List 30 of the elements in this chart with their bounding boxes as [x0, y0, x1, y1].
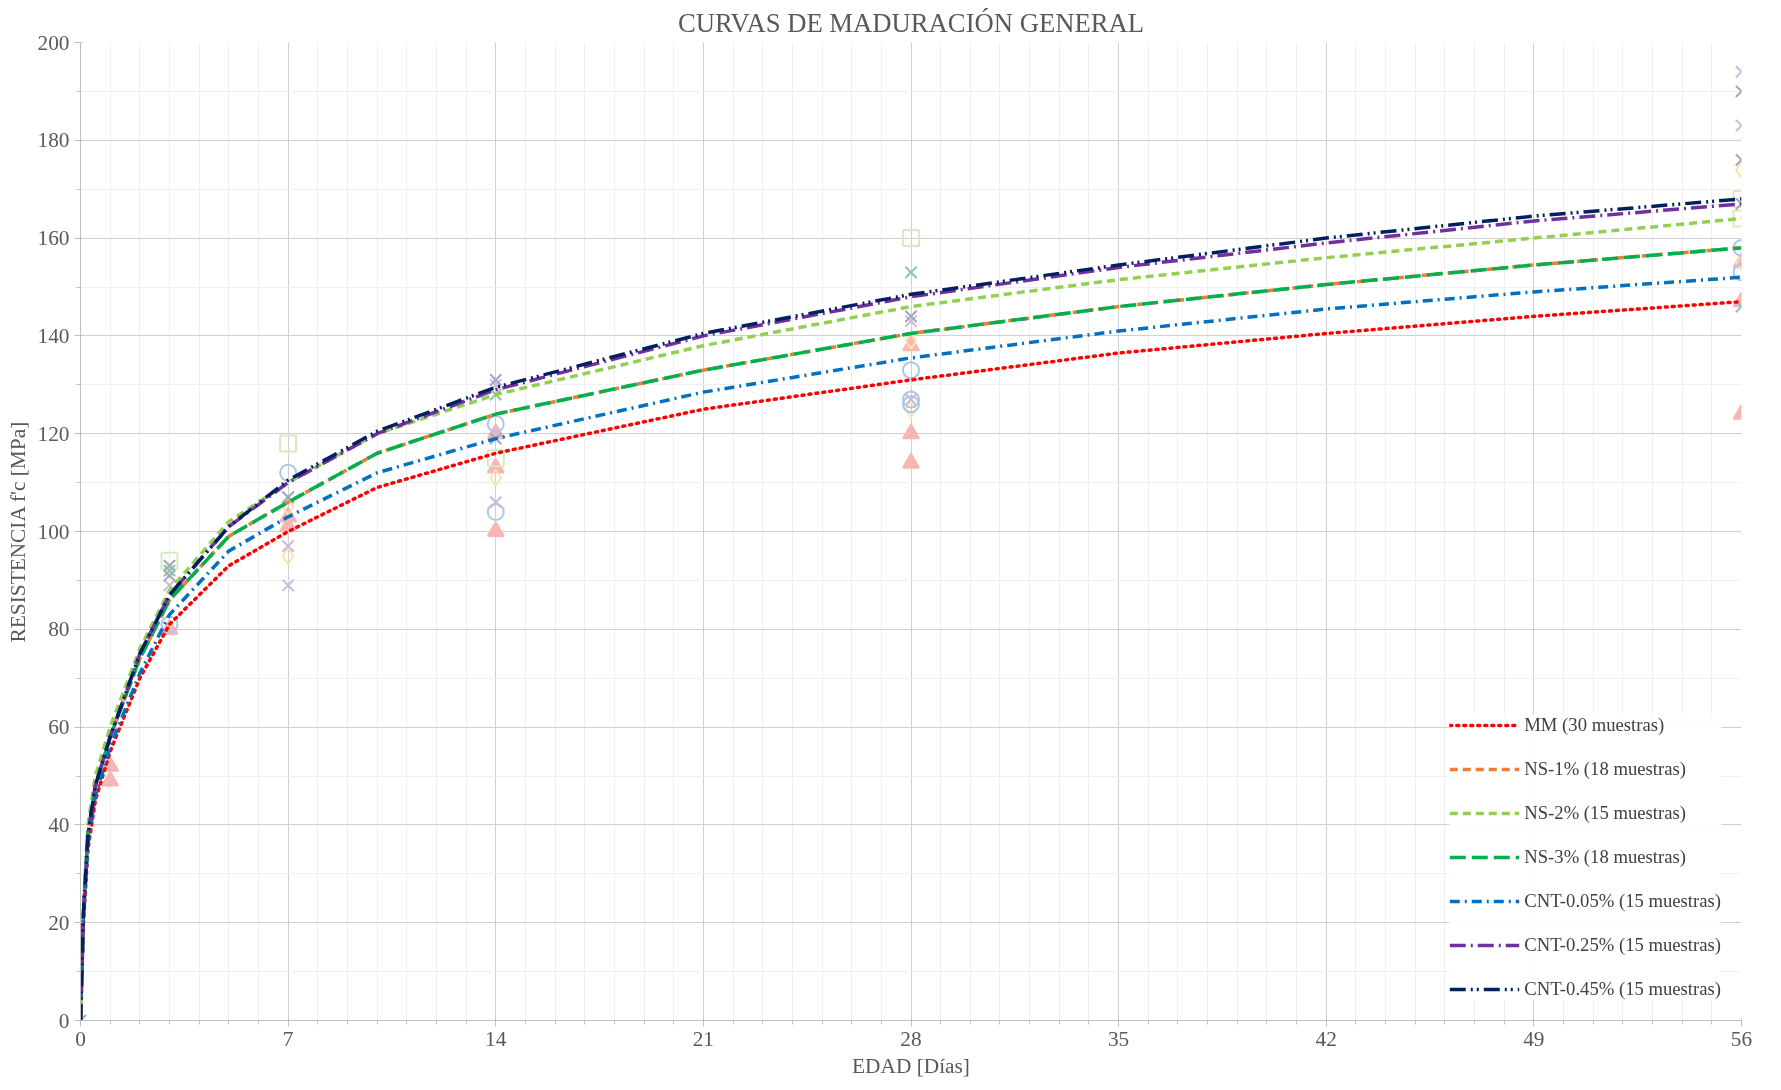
y-tick-label: 20 — [48, 910, 70, 935]
y-tick-label: 40 — [48, 812, 70, 837]
legend-label: NS-1% (18 muestras) — [1524, 758, 1686, 780]
y-tick-label: 60 — [48, 715, 70, 740]
y-tick-label: 100 — [37, 519, 70, 544]
x-tick-label: 42 — [1315, 1026, 1337, 1051]
legend-label: CNT-0.45% (15 muestras) — [1524, 978, 1721, 1000]
x-tick-label: 7 — [282, 1026, 294, 1051]
y-axis-title: RESISTENCIA f'c [MPa] — [5, 421, 30, 643]
x-tick-label: 21 — [692, 1026, 715, 1051]
legend-label: NS-2% (15 muestras) — [1524, 802, 1686, 824]
x-tick-label: 28 — [900, 1026, 922, 1051]
x-tick-label: 49 — [1523, 1026, 1545, 1051]
legend-label: CNT-0.05% (15 muestras) — [1524, 890, 1721, 912]
legend-label: NS-3% (18 muestras) — [1524, 846, 1686, 868]
x-tick-label: 35 — [1107, 1026, 1130, 1051]
legend-label: MM (30 muestras) — [1524, 714, 1665, 736]
legend-label: CNT-0.25% (15 muestras) — [1524, 934, 1721, 956]
y-tick-label: 200 — [37, 30, 70, 55]
y-tick-label: 140 — [37, 323, 70, 348]
chart-title: CURVAS DE MADURACIÓN GENERAL — [677, 7, 1145, 38]
x-tick-label: 56 — [1730, 1026, 1753, 1051]
y-tick-label: 160 — [37, 226, 70, 251]
x-axis-title: EDAD [Días] — [852, 1053, 970, 1078]
y-tick-label: 180 — [37, 128, 70, 153]
y-tick-label: 0 — [58, 1008, 70, 1033]
x-tick-label: 14 — [485, 1026, 507, 1051]
y-tick-label: 120 — [37, 421, 70, 446]
x-tick-label: 0 — [75, 1026, 86, 1051]
y-tick-label: 80 — [48, 617, 70, 642]
